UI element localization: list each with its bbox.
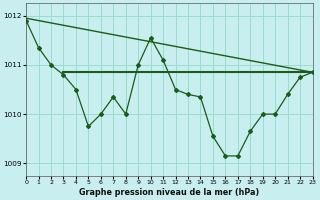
X-axis label: Graphe pression niveau de la mer (hPa): Graphe pression niveau de la mer (hPa) <box>79 188 260 197</box>
